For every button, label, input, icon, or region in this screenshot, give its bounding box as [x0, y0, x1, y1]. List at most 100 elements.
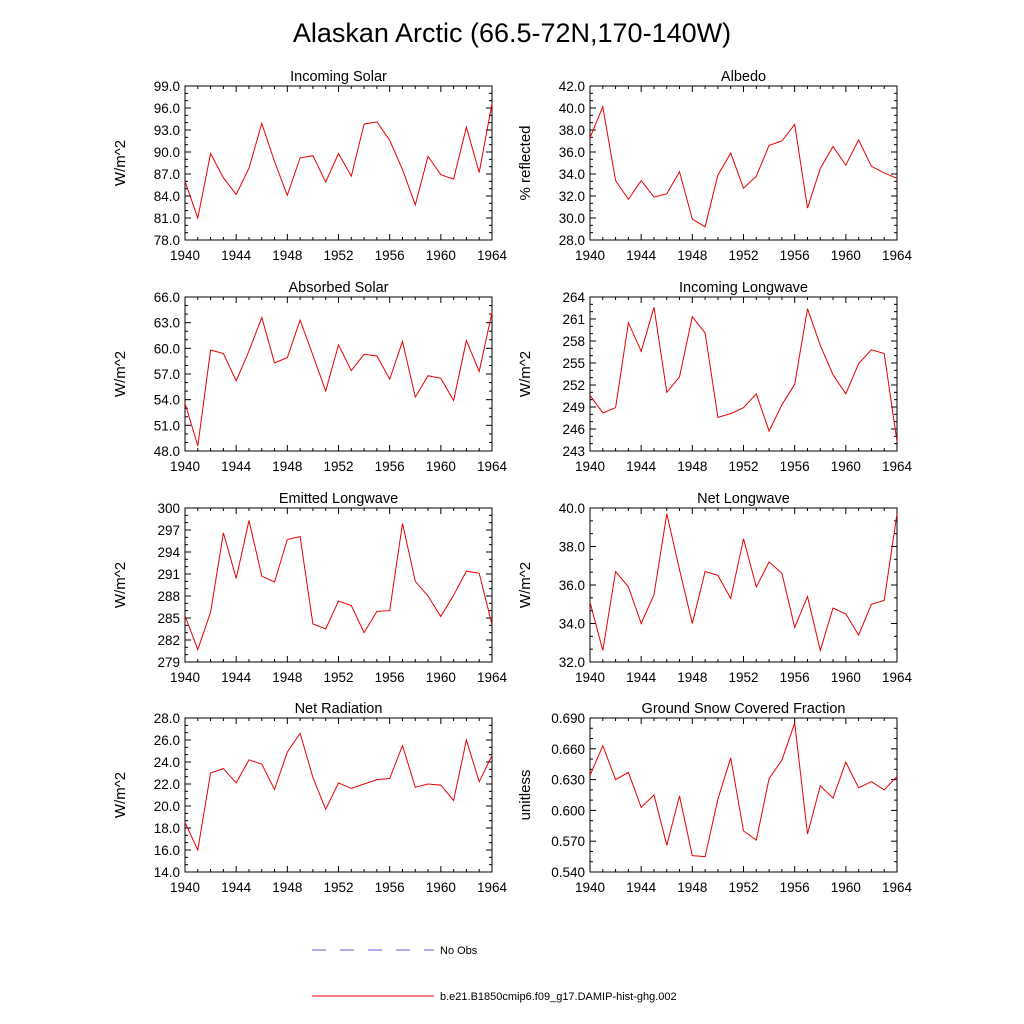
- x-tick-label: 1944: [626, 248, 657, 263]
- x-tick-label: 1948: [677, 670, 707, 685]
- y-tick-label: 34.0: [559, 617, 585, 632]
- x-tick-label: 1940: [575, 248, 605, 263]
- y-tick-label: 264: [562, 290, 585, 305]
- y-tick-label: 0.540: [551, 865, 585, 880]
- x-tick-label: 1964: [477, 459, 508, 474]
- y-tick-label: 63.0: [154, 316, 180, 331]
- plot-frame: [589, 717, 898, 873]
- x-tick-label: 1948: [677, 459, 707, 474]
- x-tick-label: 1944: [626, 670, 657, 685]
- y-axis-label: W/m^2: [112, 351, 129, 397]
- x-tick-label: 1940: [170, 459, 200, 474]
- y-tick-label: 34.0: [559, 167, 585, 182]
- x-tick-label: 1948: [272, 670, 302, 685]
- x-tick-label: 1960: [426, 459, 456, 474]
- y-axis-label: W/m^2: [517, 562, 534, 608]
- plot-frame: [184, 85, 493, 241]
- y-tick-label: 258: [562, 334, 585, 349]
- y-tick-label: 78.0: [154, 233, 180, 248]
- y-tick-label: 66.0: [154, 290, 180, 305]
- x-tick-label: 1952: [323, 248, 353, 263]
- series-line-0: [184, 312, 493, 447]
- y-tick-label: 87.0: [154, 167, 180, 182]
- y-tick-label: 288: [157, 589, 180, 604]
- panel-7: Ground Snow Covered Fraction unitless 1940…: [517, 701, 913, 895]
- y-tick-label: 300: [157, 501, 180, 516]
- plot-frame: [589, 296, 898, 452]
- panel-4: Emitted Longwave W/m^2 1940 1944 1948 1952 195…: [112, 491, 508, 685]
- plot-frame: [589, 507, 898, 663]
- x-tick-label: 1964: [477, 880, 508, 895]
- series-line-0: [184, 520, 493, 651]
- y-tick-label: 20.0: [154, 799, 180, 814]
- y-tick-label: 0.690: [551, 711, 585, 726]
- series-line-0: [589, 105, 898, 228]
- legend-label-no-obs: No Obs: [440, 945, 478, 957]
- y-tick-label: 32.0: [559, 655, 585, 670]
- panel-3: Incoming Longwave W/m^2 1940 1944 1948 1952 19…: [517, 280, 913, 474]
- x-tick-label: 1952: [728, 459, 758, 474]
- y-tick-label: 28.0: [154, 711, 180, 726]
- panel-title: Absorbed Solar: [289, 280, 389, 296]
- x-tick-label: 1964: [477, 670, 508, 685]
- x-tick-label: 1944: [221, 880, 252, 895]
- y-tick-label: 81.0: [154, 211, 180, 226]
- x-tick-label: 1952: [323, 880, 353, 895]
- y-tick-label: 243: [562, 444, 585, 459]
- x-tick-label: 1952: [728, 248, 758, 263]
- y-tick-label: 51.0: [154, 418, 180, 433]
- panel-6: Net Radiation W/m^2 1940 1944 1948 1952 1956 19…: [112, 701, 508, 895]
- x-tick-label: 1944: [221, 459, 252, 474]
- y-tick-label: 38.0: [559, 540, 585, 555]
- x-tick-label: 1948: [272, 459, 302, 474]
- x-tick-label: 1964: [882, 248, 913, 263]
- y-tick-label: 294: [157, 545, 180, 560]
- x-tick-label: 1952: [323, 459, 353, 474]
- x-tick-label: 1956: [780, 459, 810, 474]
- x-tick-label: 1948: [677, 248, 707, 263]
- series-line-0: [589, 307, 898, 442]
- panel-title: Albedo: [721, 69, 766, 85]
- y-tick-label: 0.570: [551, 834, 585, 849]
- panel-title: Net Longwave: [697, 491, 790, 507]
- y-tick-label: 22.0: [154, 777, 180, 792]
- panel-5: Net Longwave W/m^2 1940 1944 1948 1952 1956 196…: [517, 491, 913, 685]
- y-tick-label: 285: [157, 611, 180, 626]
- x-tick-label: 1952: [728, 670, 758, 685]
- y-tick-label: 18.0: [154, 821, 180, 836]
- x-tick-label: 1956: [375, 248, 405, 263]
- y-tick-label: 297: [157, 523, 180, 538]
- y-tick-label: 255: [562, 356, 585, 371]
- x-tick-label: 1960: [831, 670, 861, 685]
- y-tick-label: 246: [562, 422, 585, 437]
- legend-label-model: b.e21.B1850cmip6.f09_g17.DAMIP-hist-ghg.…: [440, 991, 677, 1003]
- y-tick-label: 14.0: [154, 865, 180, 880]
- x-tick-label: 1944: [626, 459, 657, 474]
- series-line-0: [184, 103, 493, 220]
- y-tick-label: 24.0: [154, 755, 180, 770]
- y-tick-label: 28.0: [559, 233, 585, 248]
- panel-title: Incoming Longwave: [679, 280, 808, 296]
- panel-title: Net Radiation: [295, 701, 383, 717]
- x-tick-label: 1944: [221, 670, 252, 685]
- x-tick-label: 1960: [426, 670, 456, 685]
- panel-title: Incoming Solar: [290, 69, 387, 85]
- plot-frame: [184, 717, 493, 873]
- x-tick-label: 1960: [831, 880, 861, 895]
- x-tick-label: 1948: [272, 880, 302, 895]
- x-tick-label: 1952: [728, 880, 758, 895]
- series-line-0: [589, 722, 898, 858]
- x-tick-label: 1940: [575, 670, 605, 685]
- x-tick-label: 1960: [426, 248, 456, 263]
- panel-1: Albedo % reflected 1940 1944 1948 1952 1956 196…: [517, 69, 913, 263]
- y-axis-label: unitless: [517, 770, 534, 821]
- x-tick-label: 1960: [831, 459, 861, 474]
- y-axis-label: % reflected: [517, 125, 534, 200]
- y-tick-label: 36.0: [559, 578, 585, 593]
- y-tick-label: 252: [562, 378, 585, 393]
- y-tick-label: 279: [157, 655, 180, 670]
- y-axis-label: W/m^2: [517, 351, 534, 397]
- x-tick-label: 1956: [780, 248, 810, 263]
- y-tick-label: 60.0: [154, 341, 180, 356]
